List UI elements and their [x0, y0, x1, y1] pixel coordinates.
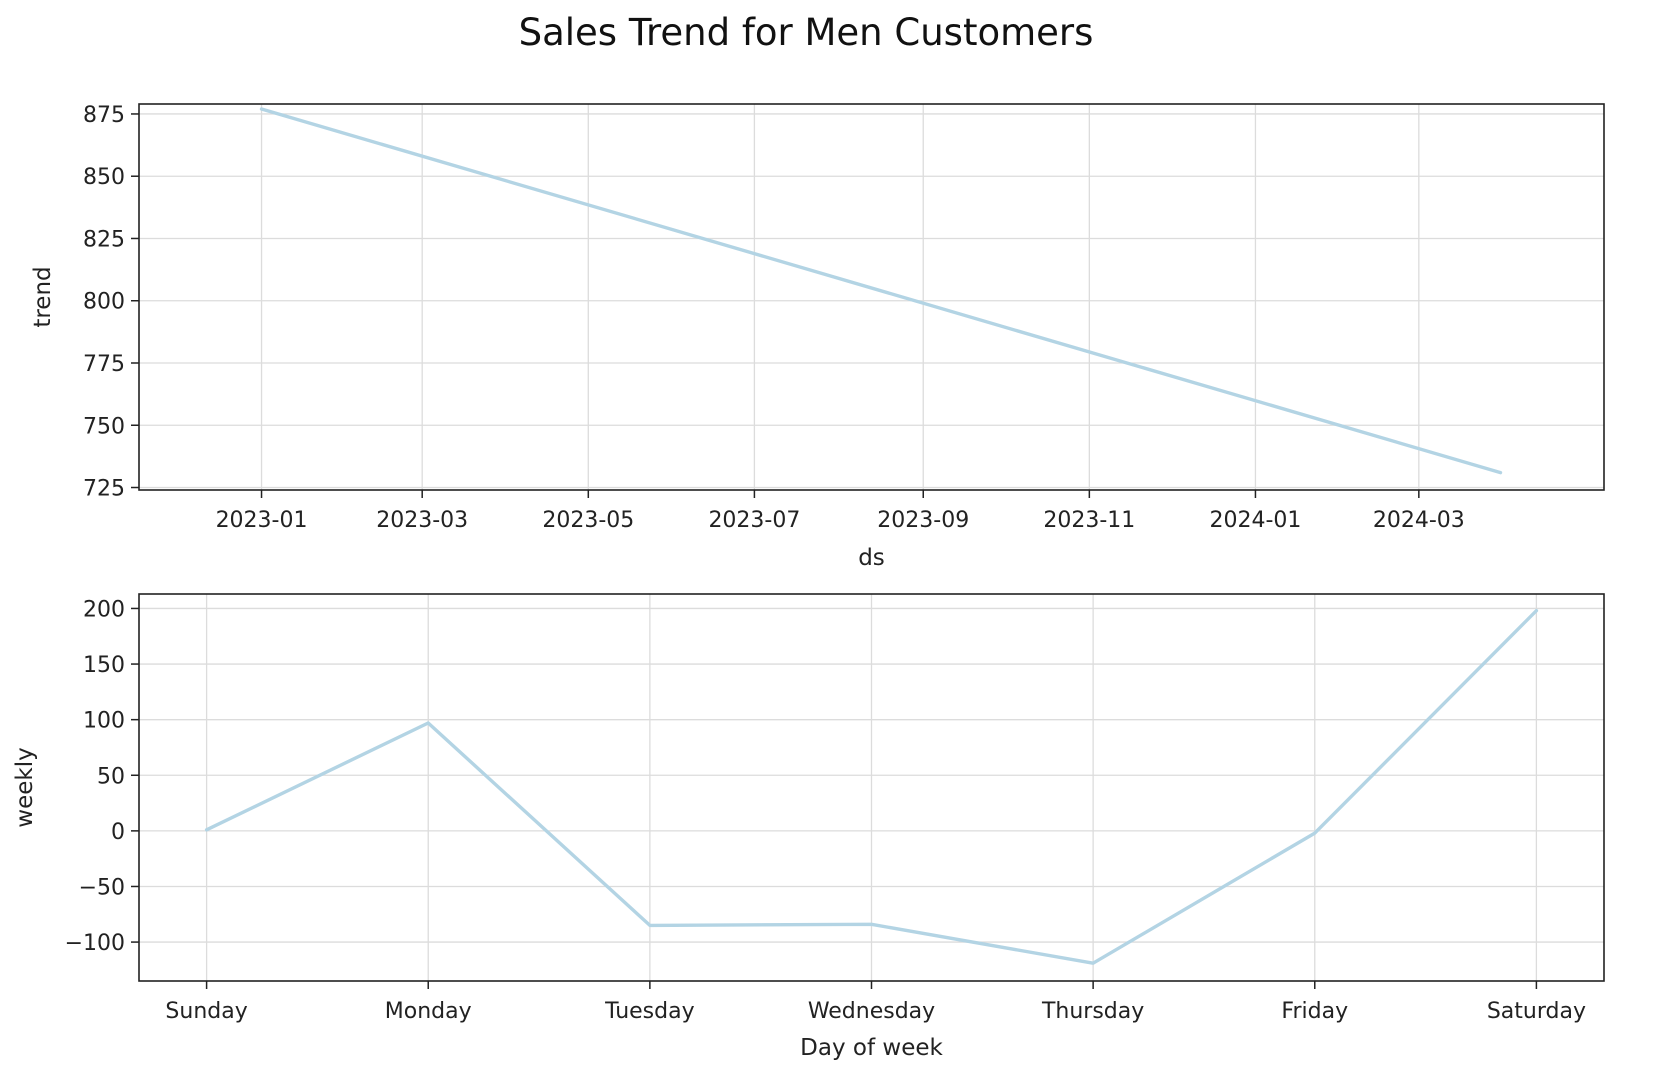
weekly-y-tick-label: 50: [97, 764, 125, 789]
weekly-x-tick-label: Thursday: [1041, 999, 1144, 1024]
trend-panel: 2023-01 2023-03 2023-05 2023-07 2023-09 2023-…: [30, 103, 1605, 571]
weekly-y-tick-label: 150: [83, 653, 125, 678]
trend-plot-frame: [138, 103, 1605, 491]
trend-grid: [139, 104, 1604, 490]
weekly-x-axis-label: Day of week: [800, 1035, 943, 1061]
trend-y-tick-label: 800: [83, 290, 125, 315]
figure-title: Sales Trend for Men Customers: [519, 11, 1094, 54]
weekly-x-tick-label: Sunday: [165, 999, 247, 1024]
weekly-grid: [139, 594, 1604, 981]
trend-y-tick-label: 875: [83, 103, 125, 128]
weekly-ticks: Sunday Monday Tuesday Wednesday Thursday Frid…: [65, 597, 1586, 1024]
trend-y-tick-label: 725: [83, 477, 125, 502]
trend-x-tick-label: 2023-05: [542, 508, 634, 533]
weekly-y-tick-label: −50: [79, 875, 125, 900]
weekly-line: [204, 609, 1539, 965]
trend-y-tick-label: 825: [83, 227, 125, 252]
weekly-x-tick-label: Friday: [1281, 999, 1348, 1024]
trend-x-tick-label: 2023-03: [376, 508, 468, 533]
weekly-x-tick-label: Wednesday: [808, 999, 935, 1024]
weekly-x-tick-label: Tuesday: [604, 999, 695, 1024]
trend-ticks: 2023-01 2023-03 2023-05 2023-07 2023-09 2023-…: [83, 103, 1465, 533]
trend-x-tick-label: 2024-01: [1209, 508, 1301, 533]
weekly-panel: Sunday Monday Tuesday Wednesday Thursday Frid…: [12, 593, 1605, 1061]
trend-x-tick-label: 2024-03: [1373, 508, 1465, 533]
trend-y-tick-label: 850: [83, 165, 125, 190]
trend-x-tick-label: 2023-07: [708, 508, 800, 533]
trend-x-tick-label: 2023-11: [1043, 508, 1135, 533]
trend-x-axis-label: ds: [858, 545, 885, 571]
trend-y-axis-label: trend: [30, 266, 56, 327]
weekly-y-tick-label: 100: [83, 709, 125, 734]
weekly-x-tick-label: Saturday: [1487, 999, 1586, 1024]
trend-x-tick-label: 2023-01: [216, 508, 308, 533]
weekly-y-tick-label: 0: [111, 820, 125, 845]
trend-y-tick-label: 750: [83, 414, 125, 439]
weekly-y-tick-label: 200: [83, 597, 125, 622]
weekly-y-tick-label: −100: [65, 931, 125, 956]
weekly-y-axis-label: weekly: [12, 747, 38, 827]
trend-y-tick-label: 775: [83, 352, 125, 377]
trend-x-tick-label: 2023-09: [877, 508, 969, 533]
weekly-x-tick-label: Monday: [385, 999, 472, 1024]
trend-line: [259, 107, 1503, 475]
